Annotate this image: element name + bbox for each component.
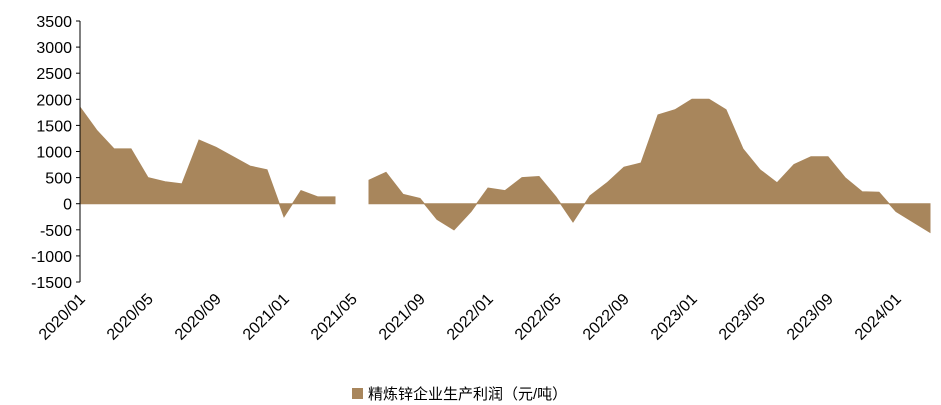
y-tick-label: 1500 [36,118,72,135]
y-tick-label: -1500 [31,275,72,292]
x-tick-label: 2022/01 [444,291,497,344]
y-tick-label: -500 [40,223,72,240]
y-tick-label: -1000 [31,249,72,266]
x-tick-label: 2023/05 [716,291,769,344]
legend-swatch [352,388,363,399]
x-tick-label: 2023/01 [648,291,701,344]
area [79,98,931,234]
x-tick-label: 2020/09 [172,291,225,344]
x-tick-label: 2024/01 [852,291,905,344]
y-tick-label: 0 [63,197,72,214]
y-tick-label: 3000 [36,40,72,57]
x-tick-label: 2021/01 [240,291,293,344]
x-tick-label: 2021/05 [308,291,361,344]
x-tick-label: 2022/05 [512,291,565,344]
x-tick-label: 2020/01 [36,291,89,344]
y-tick-label: 2000 [36,92,72,109]
x-tick-label: 2021/09 [376,291,429,344]
x-tick-label: 2022/09 [580,291,633,344]
y-tick-label: 500 [45,171,72,188]
x-tick-label: 2023/09 [784,291,837,344]
y-tick-label: 3500 [36,14,72,31]
x-tick-label: 2020/05 [104,291,157,344]
y-tick-label: 1000 [36,145,72,162]
legend-label: 精炼锌企业生产利润（元/吨） [368,385,567,403]
y-tick-label: 2500 [36,66,72,83]
